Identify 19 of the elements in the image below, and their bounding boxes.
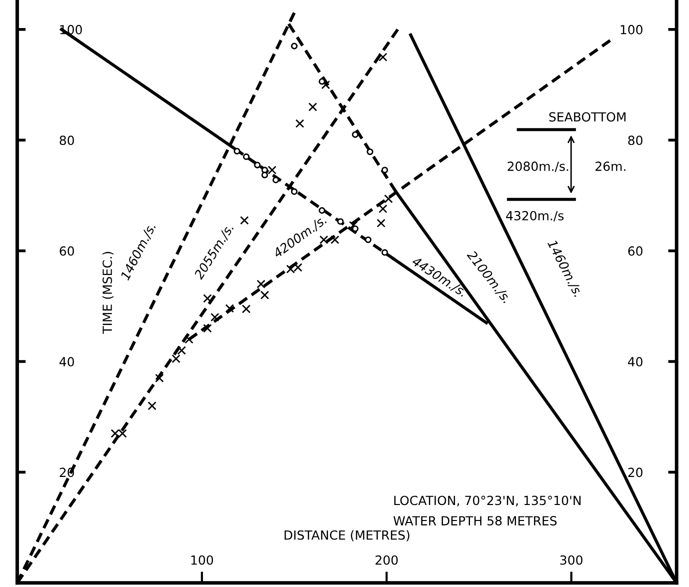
y2-tick-label: 20	[628, 468, 642, 478]
y-axis-title: TIME (MSEC.)	[102, 252, 114, 334]
y-tick-label: 60	[60, 246, 74, 256]
x-tick-label: 300	[560, 555, 582, 565]
annotation: 2080m./s.	[508, 162, 568, 172]
y2-tick-label: 100	[620, 24, 642, 34]
y2-tick-label: 40	[628, 356, 642, 366]
annotation: WATER DEPTH 58 METRES	[393, 516, 557, 526]
y2-tick-label: 60	[628, 246, 642, 256]
annotation: LOCATION, 70°23'N, 135°10'N	[394, 496, 581, 506]
y-tick-label: 40	[60, 356, 74, 366]
annotation: SEABOTTOM	[549, 112, 626, 122]
annotation: 26m.	[596, 162, 626, 172]
annotation: 4320m./s	[506, 210, 564, 222]
x-tick-label: 200	[376, 555, 398, 565]
x-tick-label: 100	[191, 555, 214, 565]
y-tick-label: 80	[60, 136, 74, 146]
x-axis-title: DISTANCE (METRES)	[284, 530, 410, 542]
y2-tick-label: 80	[628, 136, 642, 146]
